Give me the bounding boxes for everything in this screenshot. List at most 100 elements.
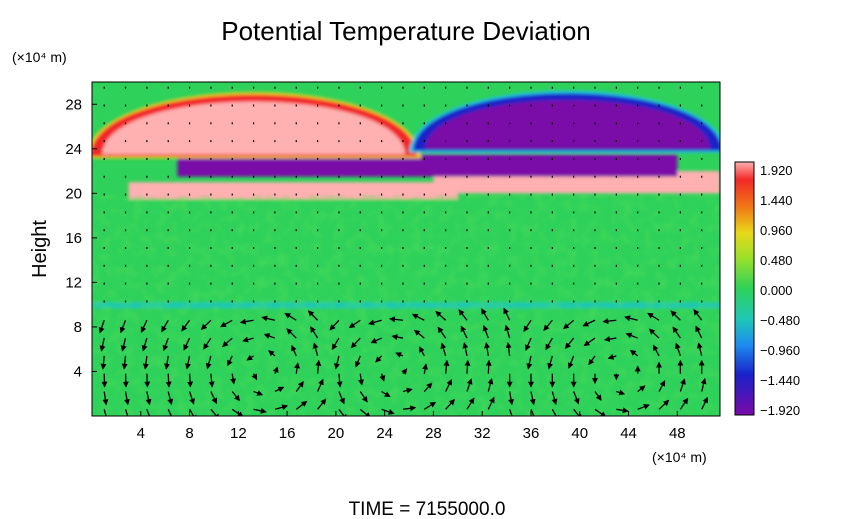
vector-arrow [334, 355, 340, 370]
colorbar-tick-label: 0.000 [760, 283, 793, 298]
vector-arrow [295, 400, 308, 410]
vector-arrow [316, 378, 324, 392]
vector-arrow [295, 381, 304, 392]
vector-arrow [140, 319, 148, 333]
vector-arrow [119, 320, 127, 334]
y-unit-label: (×10⁴ m) [12, 49, 67, 65]
vector-arrow [505, 341, 512, 356]
vector-arrow [253, 407, 267, 414]
y-tick-label: 12 [65, 274, 82, 291]
field-cold-anomaly [425, 100, 710, 149]
vector-arrow [312, 342, 319, 357]
y-tick-label: 16 [65, 230, 82, 247]
vector-arrow [530, 409, 537, 416]
vector-arrow [210, 408, 220, 416]
y-tick-label: 28 [65, 96, 82, 113]
time-footer: TIME = 7155000.0 [349, 499, 506, 519]
vector-arrow [545, 337, 553, 351]
vector-arrow [227, 355, 233, 367]
vector-arrow [402, 387, 413, 394]
vector-arrow [359, 408, 372, 416]
vector-arrow [263, 333, 276, 339]
x-axis: 4 8 12 16 20 24 28 32 36 40 44 48 [137, 411, 686, 442]
vector-arrow [701, 396, 709, 410]
colorbar-tick-label: 0.960 [760, 223, 793, 238]
vector-arrow [616, 389, 626, 396]
vector-arrow [246, 354, 254, 361]
x-unit-label: (×10⁴ m) [652, 449, 707, 465]
vector-arrow [188, 391, 195, 405]
vector-arrow [336, 373, 343, 388]
colorbar: 1.920 1.440 0.960 0.480 0.000 −0.480 −0.960 −1.… [734, 161, 800, 418]
vector-arrow [251, 373, 258, 381]
vector-arrow [508, 391, 514, 406]
vector-arrow [529, 391, 536, 406]
vector-arrow [616, 407, 629, 414]
vector-arrow [547, 355, 554, 370]
colorbar-tick-label: −1.440 [760, 373, 800, 388]
vector-arrow [679, 397, 689, 410]
vector-arrow [272, 366, 279, 374]
vector-arrow [423, 401, 437, 410]
vector-arrow [222, 337, 233, 348]
vector-arrow [274, 386, 285, 393]
vector-arrow [464, 359, 471, 374]
vector-arrow [142, 355, 149, 370]
vector-arrow [331, 337, 340, 351]
vector-arrow [185, 355, 191, 370]
vector-arrow [220, 319, 233, 328]
y-tick-label: 20 [65, 185, 82, 202]
vector-arrow [658, 380, 666, 392]
colorbar-tick-label: 0.480 [760, 253, 793, 268]
chart-title: Potential Temperature Deviation [221, 16, 591, 46]
vector-arrow [482, 324, 489, 339]
vector-arrow [603, 336, 617, 343]
vector-arrow [381, 408, 395, 415]
plot-frame [91, 81, 721, 417]
vector-arrow [445, 398, 455, 410]
vector-arrow [487, 377, 494, 392]
vector-arrow [525, 337, 532, 351]
vector-arrow [210, 391, 218, 405]
vector-arrow [370, 337, 382, 344]
vector-arrow [624, 315, 638, 322]
vector-arrow [310, 326, 319, 339]
vector-arrow [100, 355, 107, 370]
vector-arrow [700, 377, 707, 392]
vector-arrow [146, 409, 153, 416]
vector-arrow [181, 319, 191, 332]
vector-arrow [162, 337, 169, 352]
vector-arrow [338, 391, 345, 405]
x-tick-label: 20 [328, 425, 345, 442]
vector-arrow [165, 373, 172, 388]
vector-arrow [543, 319, 553, 332]
vector-arrow [144, 373, 151, 388]
x-tick-label: 40 [571, 425, 588, 442]
vector-arrow [381, 390, 391, 398]
vector-arrow [413, 329, 425, 339]
colorbar-tick-label: 1.920 [760, 163, 793, 178]
vector-arrow [231, 391, 241, 402]
y-axis-label: Height [29, 220, 51, 278]
vector-arrow [317, 398, 327, 410]
x-tick-label: 48 [669, 425, 686, 442]
vector-arrow [242, 336, 254, 343]
colorbar-tick-label: 1.440 [760, 193, 793, 208]
vector-arrow [284, 312, 297, 321]
colorbar-tick-label: −1.920 [760, 403, 800, 418]
vector-arrow [567, 355, 575, 369]
vector-arrow [401, 368, 408, 375]
vector-arrow [487, 396, 495, 410]
vector-arrow [594, 391, 602, 401]
vector-arrow [523, 319, 532, 333]
vector-arrow [183, 337, 191, 351]
vector-arrow [402, 405, 417, 412]
vector-arrow [102, 391, 109, 406]
vector-arrow [607, 353, 617, 360]
vector-arrow [696, 342, 703, 357]
colorbar-tick-label: −0.480 [760, 313, 800, 328]
vector-arrow [368, 319, 382, 326]
y-tick-label: 24 [65, 141, 82, 158]
vector-arrow [509, 409, 516, 416]
